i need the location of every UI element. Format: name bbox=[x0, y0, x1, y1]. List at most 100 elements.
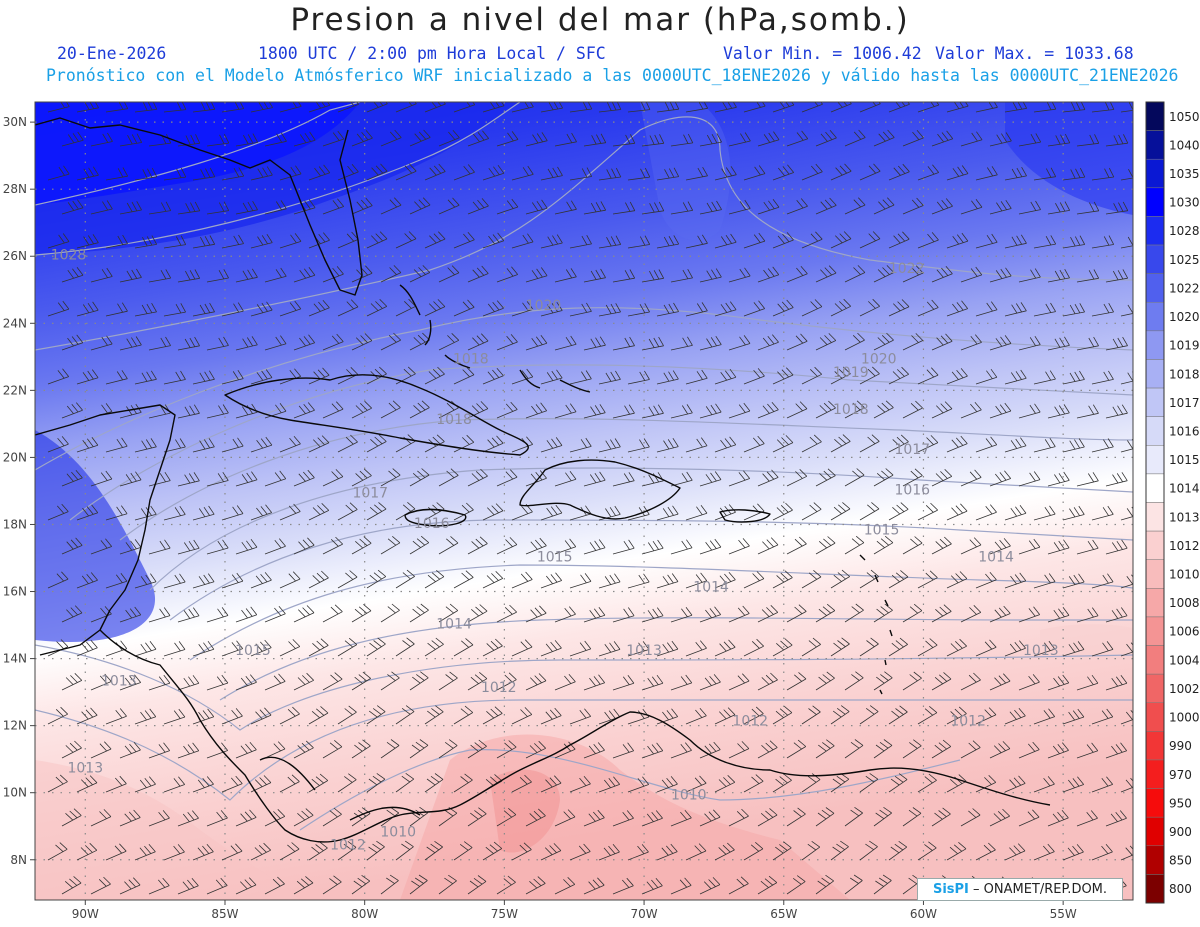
colorbar-label: 850 bbox=[1169, 854, 1192, 868]
wind-barb bbox=[453, 164, 475, 181]
wind-barb bbox=[47, 571, 69, 589]
wind-barb bbox=[583, 877, 605, 895]
wind-barb bbox=[627, 438, 650, 453]
wind-barb bbox=[641, 674, 664, 691]
wind-barb bbox=[47, 436, 69, 453]
plot-frame bbox=[34, 101, 1134, 901]
wind-barb bbox=[61, 673, 83, 691]
wind-barb bbox=[235, 809, 257, 827]
wind-barb bbox=[757, 199, 780, 215]
wind-barb bbox=[569, 843, 591, 861]
wind-barb bbox=[467, 671, 488, 691]
wind-barb bbox=[134, 303, 157, 317]
colorbar-label: 800 bbox=[1169, 882, 1192, 896]
wind-barb bbox=[1033, 370, 1056, 385]
colorbar-label: 1028 bbox=[1169, 224, 1200, 238]
colorbar-label: 1010 bbox=[1169, 568, 1200, 582]
colorbar-label: 1016 bbox=[1169, 424, 1200, 438]
wind-barb bbox=[1018, 268, 1041, 283]
wind-barb bbox=[902, 468, 923, 487]
wind-barb bbox=[351, 468, 372, 487]
wind-barb bbox=[1076, 607, 1099, 623]
wind-barb bbox=[554, 132, 577, 147]
wind-barb bbox=[163, 438, 186, 453]
wind-barb bbox=[424, 366, 445, 385]
wind-barb bbox=[105, 775, 127, 793]
wind-barb bbox=[554, 673, 576, 691]
wind-barb bbox=[772, 435, 794, 453]
wind-barb bbox=[264, 673, 286, 691]
wind-barb bbox=[946, 165, 969, 181]
wind-barb bbox=[931, 130, 954, 147]
wind-barb bbox=[1033, 437, 1056, 453]
wind-barb bbox=[757, 672, 778, 691]
wind-barb bbox=[61, 199, 84, 215]
wind-barb bbox=[453, 773, 473, 793]
wind-barb bbox=[801, 637, 821, 657]
wind-barb bbox=[612, 810, 634, 827]
isobar-label: 1015 bbox=[537, 549, 573, 565]
wind-barb bbox=[728, 538, 750, 555]
wind-barb bbox=[888, 231, 910, 249]
wind-barb bbox=[293, 131, 316, 147]
wind-barb bbox=[685, 775, 707, 793]
wind-barb bbox=[627, 235, 651, 249]
wind-barb bbox=[917, 164, 940, 181]
wind-barb bbox=[815, 536, 836, 555]
wind-barb bbox=[917, 705, 938, 725]
wind-barb bbox=[366, 102, 388, 113]
wind-barb bbox=[554, 403, 577, 419]
wind-barb bbox=[134, 708, 157, 725]
wind-barb bbox=[757, 469, 779, 487]
wind-barb bbox=[656, 708, 679, 725]
wind-barb bbox=[47, 503, 69, 521]
wind-barb bbox=[946, 435, 968, 453]
wind-barb bbox=[134, 573, 157, 589]
wind-barb bbox=[670, 201, 694, 215]
wind-barb bbox=[830, 163, 852, 181]
wind-barb bbox=[409, 197, 431, 215]
wind-barb bbox=[395, 772, 415, 793]
wind-barb bbox=[931, 265, 953, 283]
wind-barb bbox=[569, 370, 592, 385]
wind-barb bbox=[641, 810, 663, 827]
wind-barb bbox=[714, 166, 737, 181]
lat-tick-label: 12N bbox=[3, 719, 27, 733]
wind-barb bbox=[482, 503, 504, 521]
wind-barb bbox=[47, 842, 68, 861]
wind-barb bbox=[743, 368, 765, 385]
wind-barb bbox=[844, 468, 865, 487]
wind-barb bbox=[1105, 404, 1128, 419]
lat-tick-label: 14N bbox=[3, 652, 27, 666]
wind-barb bbox=[453, 367, 475, 385]
wind-barb bbox=[177, 742, 200, 759]
wind-barb bbox=[61, 267, 84, 283]
wind-barb bbox=[757, 740, 778, 759]
wind-barb bbox=[438, 197, 460, 215]
colorbar-swatch bbox=[1145, 559, 1165, 589]
wind-barb bbox=[511, 639, 533, 657]
wind-barb bbox=[728, 267, 751, 283]
wind-barb bbox=[859, 163, 881, 181]
wind-barb bbox=[989, 538, 1011, 555]
wind-barb bbox=[293, 469, 315, 487]
wind-barb bbox=[917, 502, 938, 521]
wind-barb bbox=[772, 841, 792, 861]
wind-barb bbox=[757, 266, 780, 283]
wind-barb bbox=[583, 674, 606, 691]
wind-barb bbox=[496, 401, 518, 419]
wind-barb bbox=[424, 102, 446, 113]
wind-barb bbox=[815, 265, 837, 283]
wind-barb bbox=[786, 875, 806, 895]
wind-barb bbox=[844, 671, 864, 691]
wind-barb bbox=[322, 536, 343, 555]
wind-barb bbox=[148, 674, 171, 691]
wind-barb bbox=[540, 707, 562, 725]
wind-barb bbox=[598, 438, 621, 453]
wind-barb bbox=[772, 570, 793, 589]
wind-barb bbox=[1018, 538, 1041, 555]
wind-barb bbox=[757, 537, 779, 555]
colorbar-swatch bbox=[1145, 387, 1165, 417]
wind-barb bbox=[757, 334, 779, 351]
wind-barb bbox=[221, 302, 244, 317]
